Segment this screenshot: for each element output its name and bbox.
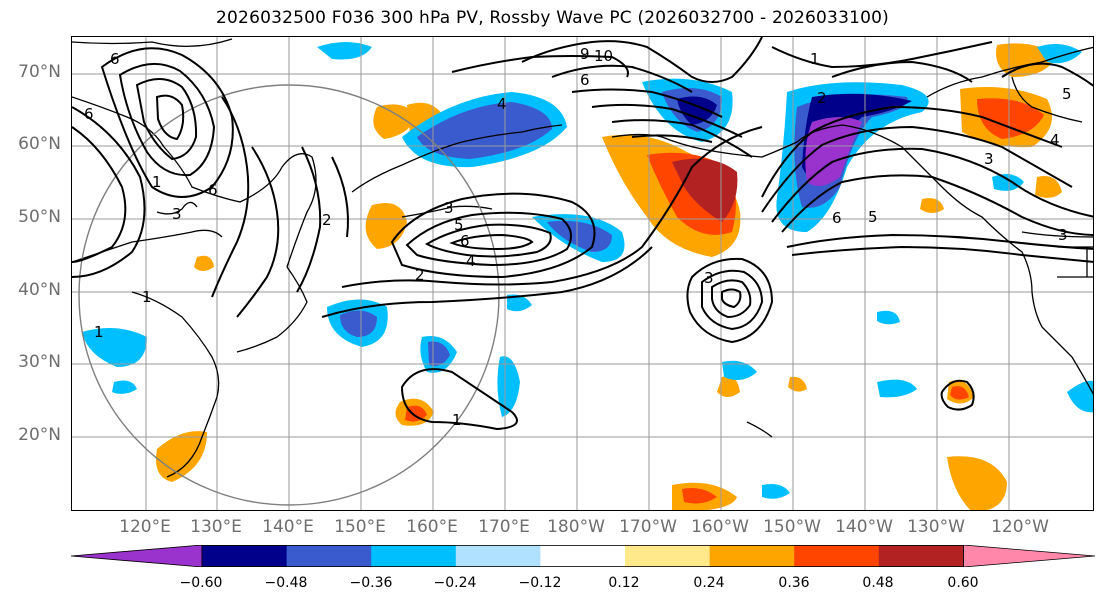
contour-label: 6 [460,232,470,250]
colorbar-label: 0.24 [693,575,725,591]
contour-label: 6 [208,181,218,199]
colorbar-swatch [709,545,795,567]
lon-label: 160°W [691,517,749,537]
lon-label: 170°E [478,517,530,537]
contour-label: 2 [415,266,425,284]
contour-label: 5 [868,208,878,226]
colorbar-swatch [878,545,964,567]
colorbar-label: −0.12 [518,575,562,591]
coastlines [72,38,1093,478]
contour-label: 6 [580,71,590,89]
colorbar-swatch [963,545,1095,567]
lat-label-40: 40°N [18,280,61,300]
contour-label: 3 [704,269,714,287]
pv-contours [72,37,1093,431]
lon-label: 130°E [190,517,242,537]
colorbar-swatch [202,545,288,567]
lon-label: 180°W [547,517,605,537]
contour-label: 4 [497,95,507,113]
lon-label: 120°E [119,517,171,537]
colorbar-swatch [540,545,626,567]
lon-label: 130°W [907,517,965,537]
map-title: 2026032500 F036 300 hPa PV, Rossby Wave … [216,8,889,28]
colorbar-label: 0.36 [778,575,810,591]
colorbar-swatch [794,545,880,567]
contour-label: 1 [452,411,462,429]
graticule [72,37,1093,510]
colorbar-label: 0.48 [862,575,894,591]
contour-label: 6 [832,209,842,227]
contour-label: 5 [454,216,464,234]
colorbar-swatches [71,545,1095,567]
colorbar-swatch [371,545,457,567]
great-circle [78,84,500,506]
lat-label-20: 20°N [18,425,61,445]
contour-label: 1 [142,288,152,306]
contour-label: 3 [984,150,994,168]
lon-label: 170°W [619,517,677,537]
contour-label: 3 [172,205,182,223]
contour-label: 6 [110,50,120,68]
contour-label: 1 [152,173,162,191]
colorbar-outline [201,545,964,567]
contour-label: 2 [322,211,332,229]
lon-label: 160°E [406,517,458,537]
lat-label-60: 60°N [18,134,61,154]
contour-label: 6 [84,105,94,123]
colorbar-swatch [455,545,541,567]
colorbar-label: 0.60 [947,575,979,591]
contour-label: 4 [466,252,476,270]
colorbar-swatch [71,545,203,567]
colorbar-swatch [625,545,711,567]
lon-label: 140°E [262,517,314,537]
lat-label-50: 50°N [18,207,61,227]
colorbar-label: −0.48 [264,575,308,591]
lon-label: 140°W [835,517,893,537]
colorbar-label: −0.24 [433,575,477,591]
contour-label: 4 [1050,131,1060,149]
contour-label: 1 [810,50,820,68]
lon-label: 120°W [991,517,1049,537]
colorbar-label: 0.12 [608,575,640,591]
contour-label: 9 [580,45,590,63]
contour-label: 10 [594,47,613,65]
contour-label: 5 [1062,85,1072,103]
colorbar [71,545,1095,567]
colorbar-label: −0.60 [179,575,223,591]
lat-label-30: 30°N [18,352,61,372]
contour-labels: 6 9 10 1 6 4 2 3 5 6 4 3 2 6 5 4 3 1 3 2… [84,45,1072,429]
map-canvas: 6 9 10 1 6 4 2 3 5 6 4 3 2 6 5 4 3 1 3 2… [72,37,1093,510]
contour-label: 2 [817,89,827,107]
contour-label: 3 [1058,226,1068,244]
colorbar-swatch [286,545,372,567]
map-panel: 6 9 10 1 6 4 2 3 5 6 4 3 2 6 5 4 3 1 3 2… [71,36,1094,511]
contour-label: 1 [94,323,104,341]
lat-label-70: 70°N [18,62,61,82]
lon-label: 150°E [334,517,386,537]
colorbar-label: −0.36 [349,575,393,591]
lon-label: 150°W [763,517,821,537]
positive-anomaly-fill [156,43,1062,510]
contour-label: 3 [444,199,454,217]
